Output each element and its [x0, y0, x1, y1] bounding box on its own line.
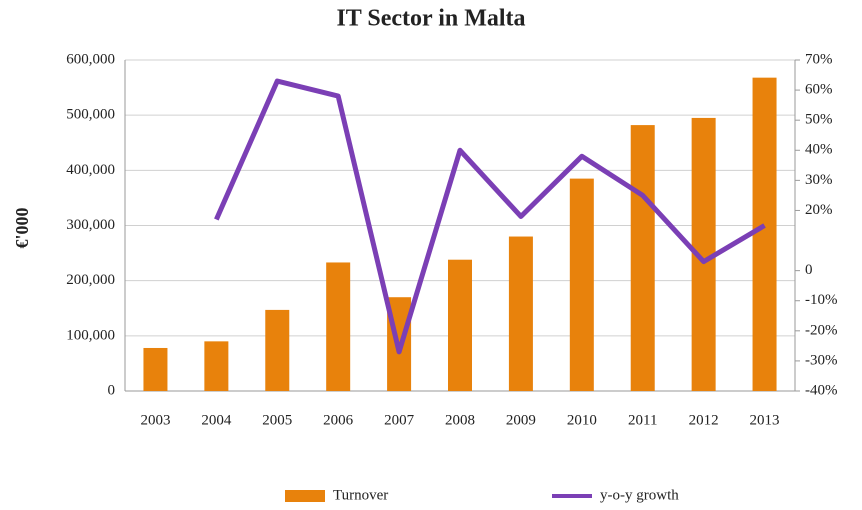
x-tick-label: 2013 [750, 412, 780, 428]
legend-swatch [285, 490, 325, 502]
x-tick-label: 2003 [140, 412, 170, 428]
y-axis-label: €'000 [12, 207, 32, 248]
bar [569, 178, 594, 391]
y2-tick-label: -30% [805, 352, 838, 368]
y-tick-label: 100,000 [66, 327, 115, 343]
bar [143, 347, 168, 391]
x-tick-label: 2005 [262, 412, 292, 428]
y2-tick-label: 40% [805, 142, 833, 158]
y2-tick-label: -20% [805, 322, 838, 338]
bar [630, 125, 655, 391]
y2-tick-label: -40% [805, 382, 838, 398]
y2-tick-label: 20% [805, 202, 833, 218]
x-tick-label: 2006 [323, 412, 354, 428]
bar [265, 309, 290, 391]
legend-label: Turnover [333, 487, 388, 503]
y-tick-label: 400,000 [66, 162, 115, 178]
y-tick-label: 600,000 [66, 51, 115, 67]
y2-tick-label: 70% [805, 51, 833, 67]
x-tick-label: 2004 [201, 412, 232, 428]
y2-tick-label: 50% [805, 112, 833, 128]
y2-tick-label: 0 [805, 262, 813, 278]
legend-label: y-o-y growth [600, 487, 679, 503]
bar [752, 77, 777, 392]
y2-tick-label: 30% [805, 172, 833, 188]
x-tick-label: 2008 [445, 412, 475, 428]
y2-tick-label: 60% [805, 82, 833, 98]
bar [326, 262, 351, 391]
x-tick-label: 2012 [689, 412, 719, 428]
y2-tick-label: -10% [805, 292, 838, 308]
chart-title: IT Sector in Malta [336, 6, 525, 32]
x-tick-label: 2009 [506, 412, 536, 428]
line [214, 78, 766, 355]
bar [448, 259, 472, 391]
bar [508, 236, 533, 391]
x-tick-label: 2010 [567, 412, 597, 428]
y-tick-label: 300,000 [66, 217, 115, 233]
y-tick-label: 0 [108, 382, 116, 398]
y-tick-label: 500,000 [66, 107, 115, 123]
bar [204, 341, 229, 391]
x-tick-label: 2007 [384, 412, 415, 428]
y-tick-label: 200,000 [66, 272, 115, 288]
x-tick-label: 2011 [628, 412, 657, 428]
